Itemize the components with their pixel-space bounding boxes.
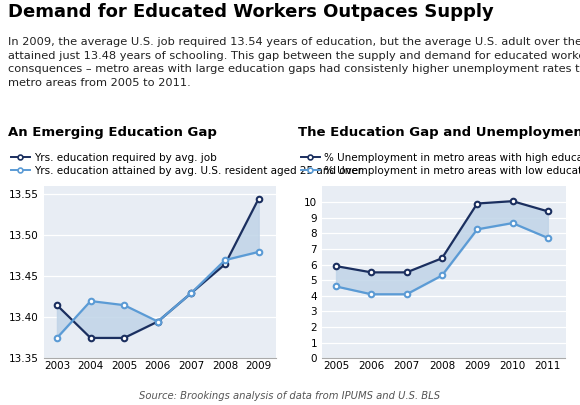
Legend: % Unemployment in metro areas with high education gap, % Unemployment in metro a: % Unemployment in metro areas with high …: [301, 153, 580, 176]
Text: An Emerging Education Gap: An Emerging Education Gap: [8, 126, 216, 139]
Legend: Yrs. education required by avg. job, Yrs. education attained by avg. U.S. reside: Yrs. education required by avg. job, Yrs…: [11, 153, 362, 176]
Text: In 2009, the average U.S. job required 13.54 years of education, but the average: In 2009, the average U.S. job required 1…: [8, 37, 580, 88]
Text: Source: Brookings analysis of data from IPUMS and U.S. BLS: Source: Brookings analysis of data from …: [139, 391, 441, 401]
Text: Demand for Educated Workers Outpaces Supply: Demand for Educated Workers Outpaces Sup…: [8, 3, 493, 21]
Text: The Education Gap and Unemployment: The Education Gap and Unemployment: [298, 126, 580, 139]
